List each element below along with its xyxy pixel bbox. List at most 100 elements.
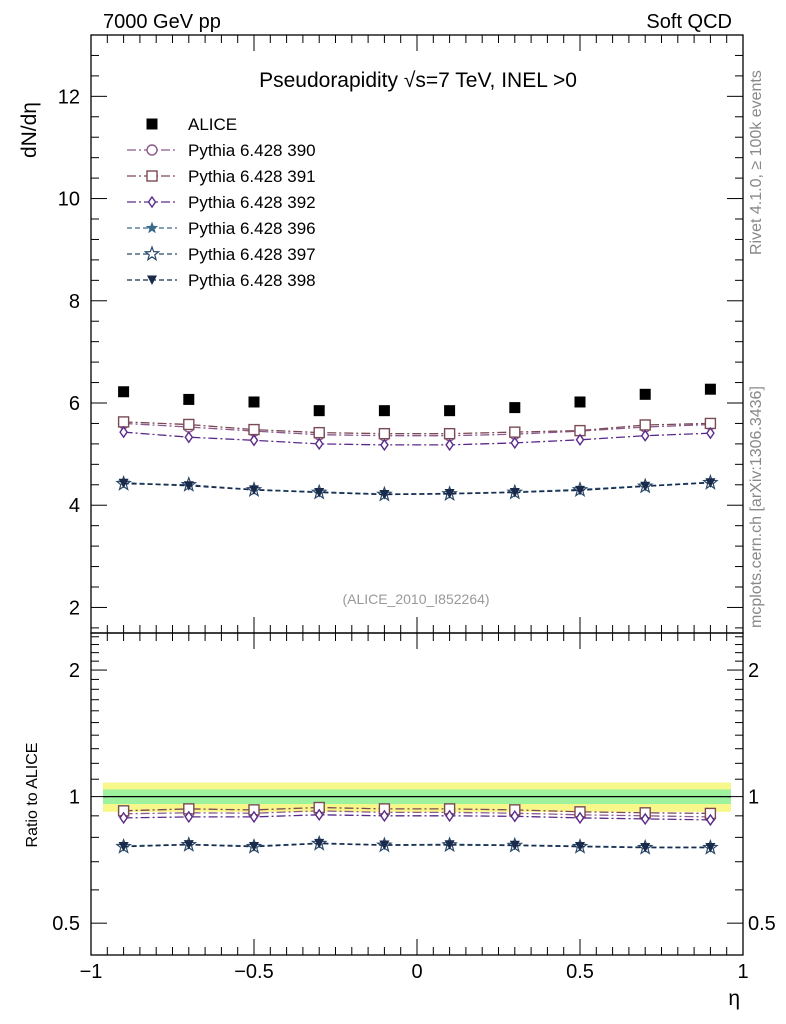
series-pythia-6-428-397 [115, 473, 719, 502]
series-pythia-6-428-398 [118, 478, 716, 500]
legend-item: Pythia 6.428 397 [127, 245, 316, 264]
data-point [378, 427, 391, 440]
ratio-data-point [444, 840, 455, 850]
data-point [704, 383, 716, 395]
data-point [639, 388, 651, 400]
data-point [118, 478, 129, 489]
ratio-y-tick-label-left: 2 [69, 660, 80, 682]
ratio-data-point [706, 813, 715, 827]
ratio-y-tick-label-right: 1 [748, 787, 759, 809]
main-y-tick-label: 6 [69, 393, 80, 415]
main-y-tick-label: 8 [69, 291, 80, 313]
data-point [183, 481, 194, 491]
legend-label: Pythia 6.428 397 [188, 245, 316, 264]
y-axis-label: dN/dη [18, 102, 41, 158]
legend-marker [147, 195, 157, 209]
data-point [248, 396, 260, 408]
legend-label: Pythia 6.428 391 [188, 167, 316, 186]
ratio-data-point [184, 810, 194, 824]
legend-marker [146, 144, 158, 156]
legend-label: Pythia 6.428 390 [188, 141, 316, 160]
x-tick-label: 0 [411, 961, 422, 983]
ratio-y-tick-label-left: 1 [69, 787, 80, 809]
data-point [314, 487, 325, 498]
data-point [575, 485, 585, 496]
ratio-data-point [705, 842, 716, 853]
series-alice [118, 383, 716, 417]
legend-marker [145, 221, 159, 234]
ratio-data-point [314, 838, 325, 849]
legend-label: ALICE [188, 115, 237, 134]
ratio-axes: −1 −0.5 0 0.5 1 0.5 0.5 1 1 2 2 [52, 632, 776, 983]
ratio-data-point [640, 812, 650, 826]
series-line [123, 422, 711, 437]
ratio-y-tick-label-right: 2 [748, 660, 759, 682]
main-y-tick-label: 4 [69, 495, 80, 517]
legend-label: Pythia 6.428 392 [188, 193, 316, 212]
legend-marker [146, 118, 158, 130]
ratio-data-point [119, 811, 128, 825]
data-point [510, 436, 520, 450]
data-point [183, 418, 195, 431]
data-point [380, 438, 389, 452]
ratio-data-point [445, 809, 454, 823]
data-point [183, 393, 195, 405]
ratio-data-point [118, 841, 129, 852]
ratio-data-point [249, 841, 259, 852]
rivet-version-label: Rivet 4.1.0, ≥ 100k events [748, 70, 765, 255]
data-point [640, 429, 650, 442]
data-point [379, 489, 390, 500]
series-line [123, 421, 711, 435]
data-point [575, 433, 585, 447]
legend-marker [146, 170, 158, 182]
data-point [313, 426, 325, 439]
ratio-data-point [575, 841, 585, 852]
data-point [509, 426, 521, 438]
main-series-group [115, 383, 719, 502]
series-pythia-6-428-391 [117, 416, 717, 440]
data-point [248, 423, 260, 436]
ratio-series-line [123, 842, 711, 849]
chart-title: Pseudorapidity √s=7 TeV, INEL >0 [259, 69, 577, 92]
ratio-data-point [380, 809, 389, 823]
ratio-y-tick-label-right: 0.5 [748, 913, 776, 935]
ratio-series-line [123, 806, 711, 815]
ratio-series-pythia-6-428-392 [119, 808, 715, 827]
legend: ALICE Pythia 6.428 390 Pythia 6.428 391 Pyt… [127, 115, 316, 290]
ratio-data-point [183, 840, 194, 850]
ratio-data-point [640, 842, 651, 853]
series-line [123, 431, 711, 446]
data-point [249, 434, 259, 447]
ratio-series-line [123, 814, 711, 821]
ratio-panel-reference-band [103, 782, 731, 812]
data-point [706, 426, 715, 440]
ratio-data-point [314, 808, 324, 822]
main-axes: 2 4 6 8 10 12 [58, 34, 744, 634]
ratio-data-point [379, 840, 390, 851]
main-y-tick-label: 12 [58, 86, 80, 108]
data-point [574, 396, 586, 408]
legend-label: Pythia 6.428 396 [188, 219, 316, 238]
main-y-tick-label: 2 [69, 597, 80, 619]
x-tick-label: 1 [737, 961, 748, 983]
data-point [443, 427, 456, 440]
data-point [118, 386, 130, 398]
ratio-data-point [510, 810, 520, 823]
legend-item: Pythia 6.428 392 [127, 193, 316, 212]
series-pythia-6-428-390 [117, 417, 717, 442]
series-line [123, 482, 711, 496]
data-point [509, 402, 521, 414]
legend-item: Pythia 6.428 396 [127, 219, 316, 238]
mcplots-url-label: mcplots.cern.ch [arXiv:1306.3436] [748, 386, 765, 628]
header-right: Soft QCD [646, 11, 732, 33]
data-point [249, 485, 259, 495]
legend-label: Pythia 6.428 398 [188, 271, 316, 290]
data-point [184, 431, 194, 444]
data-point [444, 488, 455, 499]
legend-item: Pythia 6.428 390 [127, 141, 316, 160]
x-tick-label: 0.5 [566, 961, 594, 983]
data-point [444, 405, 456, 417]
series-pythia-6-428-392 [119, 425, 715, 452]
data-point [509, 487, 520, 498]
